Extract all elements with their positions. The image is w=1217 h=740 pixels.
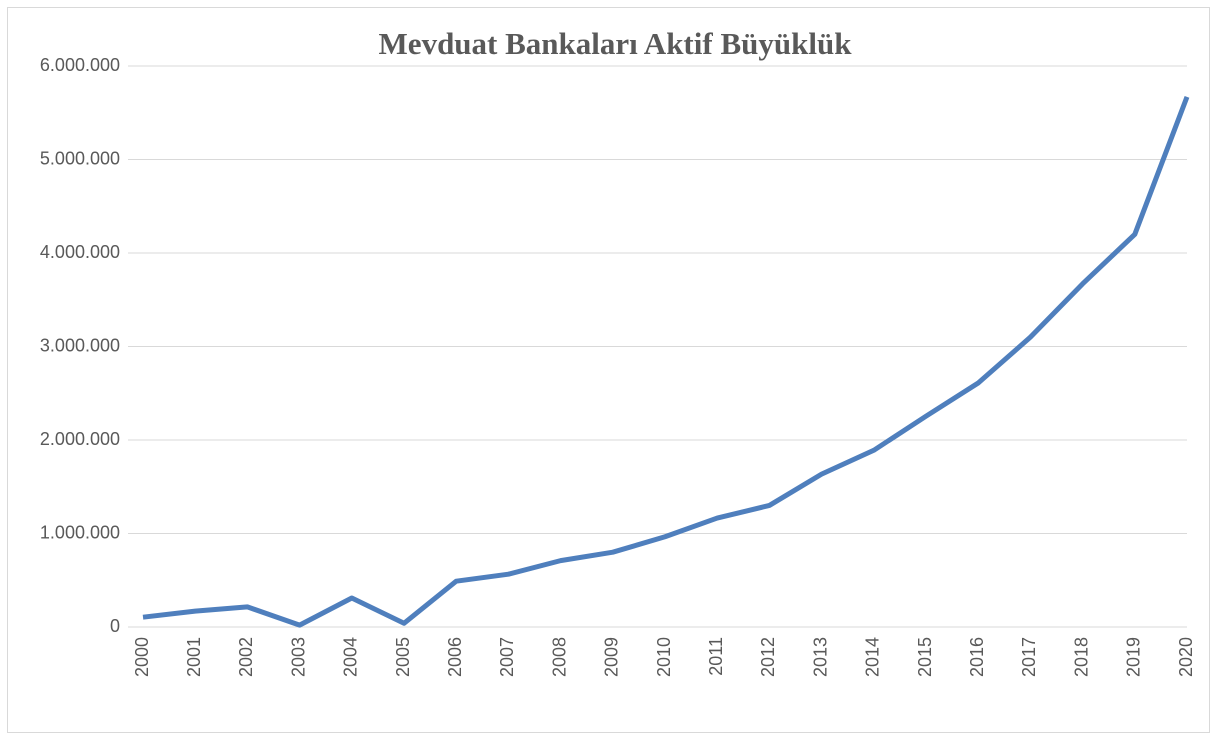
x-tick-label: 2002 <box>236 637 256 677</box>
x-tick-label: 2016 <box>967 637 987 677</box>
x-tick-label: 2003 <box>288 637 308 677</box>
y-tick-label: 0 <box>110 616 120 636</box>
x-tick-label: 2000 <box>132 637 152 677</box>
x-tick-label: 2020 <box>1176 637 1196 677</box>
x-tick-label: 2013 <box>810 637 830 677</box>
x-tick-label: 2004 <box>341 637 361 677</box>
chart-frame <box>7 7 1210 733</box>
y-tick-label: 3.000.000 <box>40 335 120 355</box>
x-tick-label: 2005 <box>393 637 413 677</box>
chart-title: Mevduat Bankaları Aktif Büyüklük <box>379 26 853 61</box>
x-tick-label: 2010 <box>654 637 674 677</box>
x-tick-label: 2014 <box>863 637 883 677</box>
x-tick-label: 2015 <box>915 637 935 677</box>
y-tick-label: 2.000.000 <box>40 429 120 449</box>
x-tick-label: 2008 <box>549 637 569 677</box>
x-tick-label: 2019 <box>1124 637 1144 677</box>
x-tick-label: 2018 <box>1071 637 1091 677</box>
y-tick-label: 4.000.000 <box>40 242 120 262</box>
y-tick-label: 5.000.000 <box>40 148 120 168</box>
y-tick-label: 1.000.000 <box>40 522 120 542</box>
x-tick-label: 2007 <box>497 637 517 677</box>
x-tick-label: 2009 <box>602 637 622 677</box>
x-tick-label: 2012 <box>758 637 778 677</box>
x-tick-label: 2001 <box>184 637 204 677</box>
x-tick-label: 2017 <box>1019 637 1039 677</box>
x-tick-label: 2006 <box>445 637 465 677</box>
x-tick-label: 2011 <box>706 637 726 676</box>
data-line <box>142 95 1190 628</box>
y-tick-label: 6.000.000 <box>40 55 120 75</box>
